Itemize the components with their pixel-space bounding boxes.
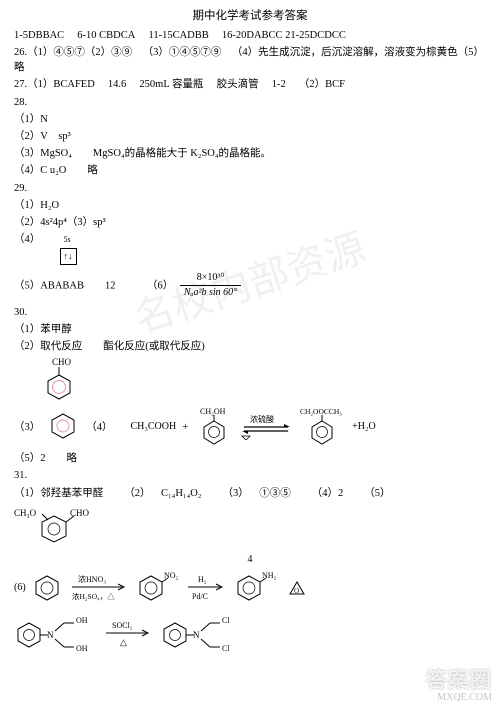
ch2oh-label: CH₂OH (200, 407, 226, 416)
q28-3: （3）MgSO₄ MgSO₄的晶格能大于 K₂SO₄的晶格能。 (14, 146, 486, 161)
cl-label-1: Cl (222, 616, 230, 625)
q26: 26.（1）④⑤⑦（2）③⑨ （3）①④⑤⑦⑨ （4）先生成沉淀，后沉淀溶解，溶… (14, 45, 486, 75)
q29-5-6: （5）ABABAB 12 （6） 8×10³⁰ Nₐa²b sin 60° (14, 271, 486, 301)
orbital-box: ↑↓ (60, 248, 77, 265)
oh-label-1: OH (76, 616, 88, 625)
epoxide-icon: O (284, 576, 310, 600)
plus-label: + (182, 420, 188, 435)
q31-6-row-2: N OH OH SOCl₂ △ N Cl Cl (14, 609, 486, 659)
h2so4-label: 浓H₂SO₄，△ (72, 592, 115, 601)
equilibrium-arrow-icon: 浓硫酸 (240, 414, 294, 440)
delta-label: △ (120, 637, 127, 647)
q28-4: （4）C u₂O 略 (14, 163, 486, 178)
n-label-2: N (193, 630, 200, 640)
benzyl-alcohol-icon: CH₂OH (194, 406, 234, 448)
ch2oocch3-label: CH₂OOCCH₃ (300, 407, 342, 416)
q30-head: 30. (14, 305, 486, 320)
q30-1: （1）苯甲醇 (14, 322, 486, 337)
q30-structure-row-top: CHO (14, 357, 486, 403)
cho-label-2: CHO (70, 508, 90, 518)
benzaldehyde-icon: CHO (38, 357, 80, 403)
q31-6-label: (6) (14, 581, 26, 596)
q28-2: （2）V sp³ (14, 129, 486, 144)
hno3-label: 浓HNO₃ (78, 575, 106, 584)
q31-1to5: （1）邻羟基苯甲醛 （2） C₁₄H₁₄O₂ （3） ①③⑤ （4）2 （5） (14, 486, 486, 501)
nh2-label: NH₂ (262, 571, 277, 580)
no2-label: NO₂ (164, 571, 179, 580)
fraction-denominator: Nₐa²b sin 60° (180, 286, 241, 301)
arrow-reduction-icon: H₂ Pd/C (186, 573, 226, 603)
oh-label-2: OH (76, 644, 88, 653)
q30-2: （2）取代反应 酯化反应(或取代反应) (14, 339, 486, 354)
arrow-socl2-icon: SOCl₂ △ (104, 619, 154, 649)
q28-1: （1）N (14, 112, 486, 127)
q30-4-label: （4） (86, 420, 112, 435)
fraction-numerator: 8×10³⁰ (180, 271, 241, 287)
benzene-icon (30, 570, 64, 606)
nitrobenzene-icon: NO₂ (134, 570, 180, 606)
q27: 27.（1）BCAFED 14.6 250mL 容量瓶 胶头滴管 1-2 （2）… (14, 77, 486, 92)
q31-5-structure: CH₃O CHO (14, 504, 486, 550)
q31-6-row-1: (6) 浓HNO₃ 浓H₂SO₄，△ NO₂ H₂ Pd/C NH₂ O (14, 570, 486, 606)
h2-label: H₂ (198, 575, 207, 584)
acetic-acid-label: CH₃COOH (131, 420, 177, 435)
benzyl-acetate-icon: CH₂OOCCH₃ (300, 406, 346, 448)
socl2-label: SOCl₂ (112, 621, 133, 630)
ch3o-label: CH₃O (14, 508, 37, 518)
n-label: N (47, 630, 54, 640)
page-number: 4 (14, 553, 486, 568)
arrow-top-label: 浓硫酸 (250, 414, 274, 424)
plus-h2o-label: +H₂O (352, 420, 376, 435)
diethanolamine-phenyl-icon: N OH OH (14, 609, 98, 659)
q30-structure-row: （3） （4） CH₃COOH + CH₂OH 浓硫酸 CH₂OOCCH₃ +H… (14, 406, 486, 448)
q30-5: （5）2 略 (14, 451, 486, 466)
q29-5-text: （5）ABABAB 12 （6） (14, 280, 173, 291)
q29-1: （1）H₂O (14, 198, 486, 213)
q29-head: 29. (14, 181, 486, 196)
q29-2-3: （2）4s²4p⁴（3）sp³ (14, 215, 486, 230)
cho-label: CHO (52, 357, 72, 367)
dichloro-phenyl-icon: N Cl Cl (160, 609, 244, 659)
orbital-5s-label: 5s (64, 235, 71, 244)
page-title: 期中化学考试参考答案 (14, 8, 486, 25)
q28-head: 28. (14, 95, 486, 110)
benzene-ring-icon (46, 410, 80, 444)
cl-label-2: Cl (222, 644, 230, 653)
q31-head: 31. (14, 468, 486, 483)
svg-text:O: O (294, 587, 299, 595)
fraction: 8×10³⁰ Nₐa²b sin 60° (180, 271, 241, 301)
q29-4: （4） 5s ↑↓ (14, 232, 486, 264)
arrow-nitration-icon: 浓HNO₃ 浓H₂SO₄，△ (70, 573, 128, 603)
pdc-label: Pd/C (192, 592, 208, 601)
q30-3-label: （3） (14, 420, 40, 435)
methoxy-benzaldehyde-icon: CH₃O CHO (14, 504, 96, 550)
mc-row-1: 1-5DBBAC 6-10 CBDCA 11-15CADBB 16-20DABC… (14, 28, 486, 43)
q29-4-label: （4） (14, 234, 40, 245)
footer-watermark: 答案圈 MXQE.COM (426, 669, 492, 703)
aniline-icon: NH₂ (232, 570, 278, 606)
